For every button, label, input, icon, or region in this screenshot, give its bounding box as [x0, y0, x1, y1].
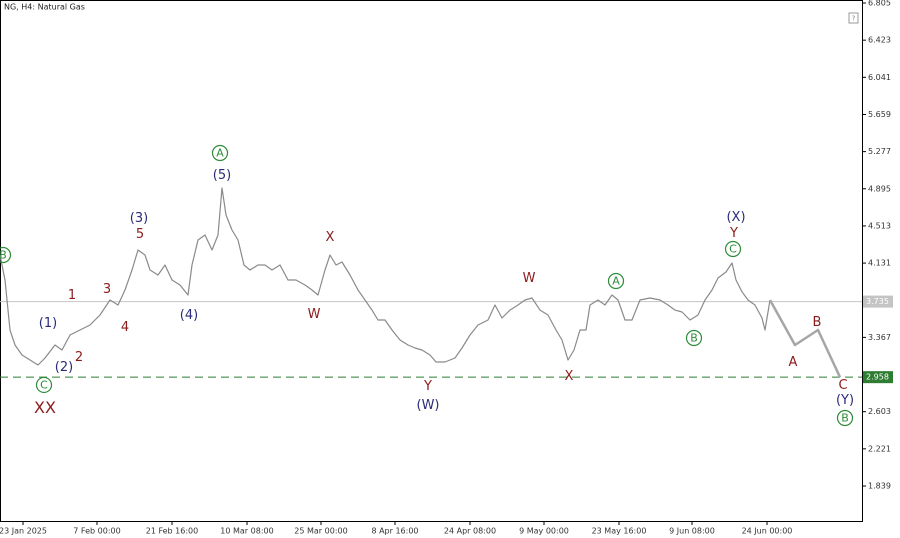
y-tick-label: 4.131: [868, 259, 891, 268]
wave-label: X: [565, 369, 574, 384]
wave-circle: [685, 329, 703, 347]
wave-circle: [607, 272, 625, 290]
wave-circle: [35, 376, 53, 394]
y-tick-label: 6.041: [868, 73, 891, 82]
wave-label: W: [523, 271, 536, 286]
wave-label: (Y): [836, 393, 854, 408]
x-tick-label: 8 Apr 16:00: [371, 527, 418, 536]
y-tick-label: 5.659: [868, 110, 891, 119]
x-tick-label: 24 Jun 00:00: [742, 527, 793, 536]
wave-label: (2): [55, 360, 73, 375]
price-label: 3.735: [866, 297, 889, 306]
y-tick-label: 2.603: [868, 407, 891, 416]
wave-label: B: [841, 412, 849, 425]
forecast-line: [768, 299, 842, 378]
wave-circle: [724, 240, 742, 258]
wave-label: 2: [75, 350, 83, 365]
wave-label: B: [690, 331, 698, 344]
wave-label: Y: [729, 226, 738, 241]
wave-label: C: [838, 378, 847, 393]
wave-label: C: [729, 242, 737, 255]
x-tick-label: 7 Feb 00:00: [73, 527, 120, 536]
wave-circle: [0, 246, 12, 264]
wave-label: W: [308, 307, 321, 322]
x-tick-label: 25 Mar 00:00: [294, 527, 347, 536]
y-tick-label: 4.513: [868, 221, 891, 230]
x-tick-label: 9 Jun 08:00: [669, 527, 715, 536]
price-line-series: [0, 187, 771, 366]
y-tick-label: 4.895: [868, 184, 891, 193]
x-tick-label: 9 May 00:00: [519, 527, 569, 536]
wave-circle: [211, 144, 229, 162]
wave-label: 4: [121, 320, 129, 335]
y-tick-label: 3.367: [868, 333, 891, 342]
wave-label: A: [216, 146, 224, 159]
x-tick-label: 23 May 16:00: [592, 527, 647, 536]
x-tick-label: 24 Apr 08:00: [444, 527, 496, 536]
y-tick-label: 6.805: [868, 0, 891, 8]
wave-label: Y: [423, 379, 432, 394]
chart-title: NG, H4: Natural Gas: [4, 3, 85, 12]
y-tick-label: 6.423: [868, 36, 891, 45]
wave-label: (X): [726, 210, 745, 225]
wave-label: C: [40, 378, 48, 391]
x-tick-label: 10 Mar 08:00: [220, 527, 273, 536]
wave-label: (3): [130, 211, 148, 226]
wave-label: B: [0, 249, 7, 262]
wave-label: (W): [417, 398, 440, 413]
x-tick-label: 21 Feb 16:00: [146, 527, 198, 536]
info-icon-glyph: ?: [852, 15, 856, 23]
price-label: 2.958: [866, 373, 889, 382]
price-label-box: [863, 295, 893, 308]
price-label-box: [863, 371, 893, 384]
info-icon[interactable]: [848, 12, 859, 24]
x-tick-label: 23 Jan 2025: [0, 527, 47, 536]
wave-label: (1): [39, 316, 57, 331]
wave-label: 5: [136, 227, 144, 242]
wave-label: A: [612, 274, 620, 287]
wave-label: X: [326, 230, 335, 245]
wave-label: A: [789, 355, 798, 370]
wave-circle: [836, 409, 854, 427]
wave-label: 1: [68, 288, 76, 303]
y-tick-label: 2.221: [868, 444, 891, 453]
wave-label: XX: [34, 398, 56, 417]
y-tick-label: 5.277: [868, 147, 891, 156]
plot-frame: [0, 0, 863, 522]
wave-label: (5): [213, 168, 231, 183]
wave-label: (4): [180, 308, 198, 323]
y-tick-label: 1.839: [868, 481, 891, 490]
wave-label: B: [813, 315, 822, 330]
wave-label: 3: [103, 282, 111, 297]
